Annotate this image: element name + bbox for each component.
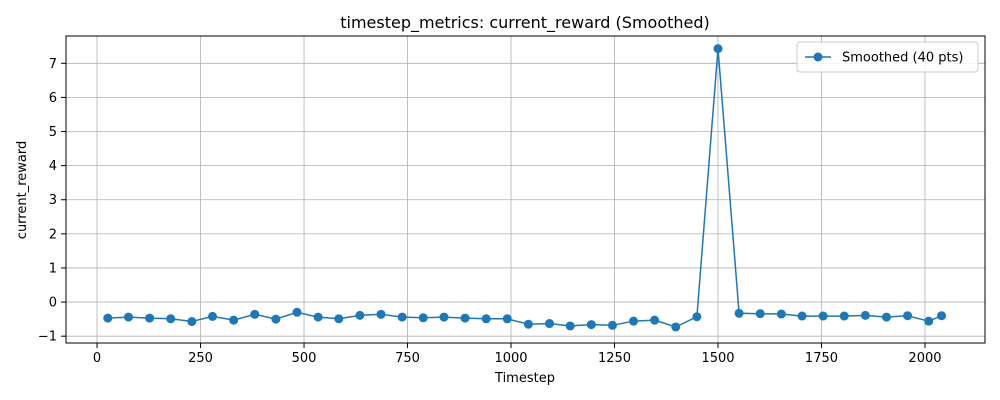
x-tick-label: 1250 — [598, 351, 631, 366]
x-axis-ticks: 0 250 500 750 1000 1250 1500 1750 2000 — [93, 343, 942, 366]
y-tick-label: 0 — [49, 296, 57, 311]
series-layer — [103, 44, 947, 332]
data-point[interactable] — [313, 312, 323, 322]
data-point[interactable] — [776, 309, 786, 319]
y-tick-label: 6 — [49, 91, 57, 106]
data-point[interactable] — [460, 313, 470, 323]
x-tick-label: 250 — [188, 351, 213, 366]
y-tick-label: 2 — [49, 227, 57, 242]
y-tick-label: 1 — [49, 261, 57, 276]
data-point[interactable] — [166, 314, 176, 324]
x-tick-label: 500 — [292, 351, 317, 366]
data-point[interactable] — [208, 311, 218, 321]
data-point[interactable] — [250, 309, 260, 319]
x-tick-label: 2000 — [908, 351, 941, 366]
x-tick-label: 750 — [395, 351, 420, 366]
data-point[interactable] — [439, 312, 449, 322]
data-point[interactable] — [607, 320, 617, 330]
data-point[interactable] — [755, 309, 765, 319]
data-point[interactable] — [229, 315, 239, 325]
data-point[interactable] — [734, 308, 744, 318]
x-tick-label: 1000 — [494, 351, 527, 366]
data-point[interactable] — [523, 319, 533, 329]
x-tick-label: 1750 — [805, 351, 838, 366]
data-point[interactable] — [565, 321, 575, 331]
y-axis-ticks: −1 0 1 2 3 4 5 6 7 — [38, 57, 66, 345]
data-point[interactable] — [355, 310, 365, 320]
data-point[interactable] — [629, 316, 639, 326]
data-point[interactable] — [650, 315, 660, 325]
data-point[interactable] — [713, 44, 723, 54]
plot-frame — [65, 35, 986, 344]
data-point[interactable] — [145, 313, 155, 323]
data-point[interactable] — [397, 312, 407, 322]
x-tick-label: 0 — [93, 351, 101, 366]
data-point[interactable] — [586, 320, 596, 330]
x-tick-label: 1500 — [701, 351, 734, 366]
y-axis-label: current_reward — [15, 141, 30, 239]
y-tick-label: −1 — [38, 330, 57, 345]
data-point[interactable] — [545, 319, 555, 329]
data-point[interactable] — [692, 312, 702, 322]
legend-box — [796, 41, 979, 73]
data-point[interactable] — [271, 314, 281, 324]
data-point[interactable] — [292, 307, 302, 317]
legend-marker-swatch — [813, 52, 823, 62]
chart-title: timestep_metrics: current_reward (Smooth… — [340, 13, 710, 33]
data-point[interactable] — [187, 317, 197, 327]
data-point[interactable] — [797, 311, 807, 321]
data-point[interactable] — [860, 310, 870, 320]
legend-label: Smoothed (40 pts) — [842, 51, 963, 66]
y-tick-label: 5 — [49, 125, 57, 140]
y-tick-label: 3 — [49, 193, 57, 208]
data-point[interactable] — [924, 316, 934, 326]
data-point[interactable] — [903, 311, 913, 321]
x-axis-label: Timestep — [494, 371, 555, 386]
data-point[interactable] — [502, 314, 512, 324]
data-point[interactable] — [818, 311, 828, 321]
data-point[interactable] — [418, 313, 428, 323]
y-tick-label: 4 — [49, 159, 57, 174]
data-point[interactable] — [937, 311, 947, 321]
grid — [66, 36, 985, 343]
data-point[interactable] — [376, 309, 386, 319]
data-point[interactable] — [124, 312, 134, 322]
data-point[interactable] — [881, 312, 891, 322]
data-point[interactable] — [334, 314, 344, 324]
data-point[interactable] — [103, 313, 113, 323]
y-tick-label: 7 — [49, 57, 57, 72]
data-point[interactable] — [481, 314, 491, 324]
data-point[interactable] — [671, 322, 681, 332]
legend[interactable]: Smoothed (40 pts) — [796, 41, 979, 73]
data-point[interactable] — [839, 311, 849, 321]
